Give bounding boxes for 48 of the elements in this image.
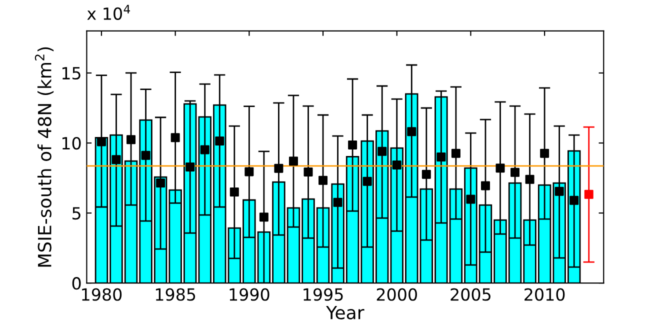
- point: [436, 152, 446, 162]
- point: [274, 164, 284, 173]
- x-tick-label: 1990: [230, 288, 270, 301]
- point: [496, 164, 505, 173]
- point: [170, 133, 180, 142]
- x-tick-label: 1980: [82, 288, 122, 301]
- y-tick-label: 5: [72, 207, 80, 220]
- point: [288, 156, 298, 166]
- y-tick-label: 0: [72, 277, 81, 290]
- point: [362, 176, 372, 186]
- point: [141, 150, 150, 160]
- x-tick-label: 1995: [304, 288, 343, 301]
- x-tick-label: 2000: [376, 288, 417, 301]
- point: [540, 148, 550, 158]
- point: [304, 167, 313, 176]
- point: [570, 196, 579, 205]
- point: [259, 212, 268, 222]
- point: [348, 140, 358, 150]
- point: [525, 174, 534, 184]
- point: [244, 167, 254, 176]
- point: [407, 127, 416, 136]
- point: [156, 178, 166, 188]
- point: [466, 194, 476, 204]
- y-axis-title: MSIE-south of 48N (km$^{2}$): [34, 47, 54, 267]
- y-tick-label: 15: [62, 67, 80, 80]
- x-tick-label: 2010: [524, 288, 565, 301]
- x-tick-label: 2005: [450, 288, 490, 301]
- point: [318, 176, 328, 185]
- point: [422, 170, 431, 179]
- point: [392, 160, 402, 170]
- point: [584, 190, 594, 199]
- point: [230, 188, 239, 197]
- point: [333, 198, 342, 207]
- point: [451, 148, 460, 158]
- point: [112, 155, 121, 164]
- point: [126, 135, 136, 144]
- point: [96, 137, 106, 146]
- point: [480, 181, 490, 190]
- point: [554, 186, 564, 196]
- point: [378, 146, 387, 156]
- text: x 10$^{4}$: [87, 4, 130, 20]
- point: [215, 136, 224, 146]
- x-tick-label: 1985: [156, 288, 196, 301]
- point: [186, 162, 195, 172]
- y-tick-label: 10: [62, 136, 81, 150]
- point: [200, 145, 210, 154]
- point: [510, 168, 520, 177]
- x-axis-title: Year: [326, 306, 364, 320]
